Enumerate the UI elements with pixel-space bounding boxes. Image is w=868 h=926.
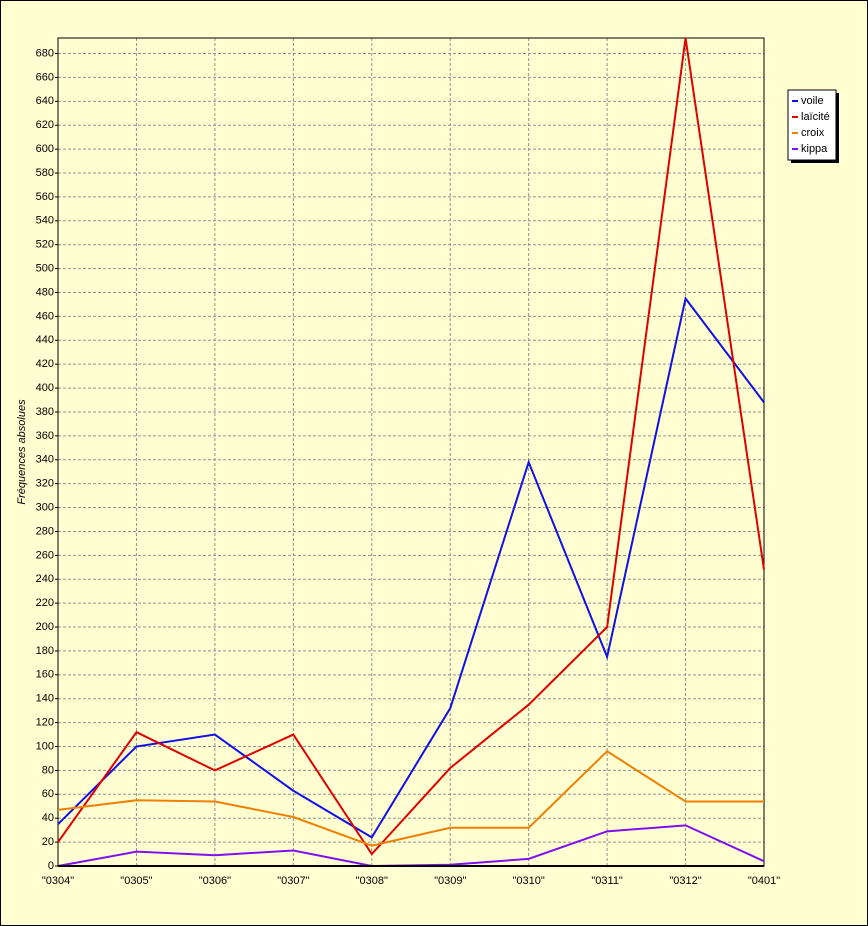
y-tick-label: 500 bbox=[36, 263, 54, 275]
y-tick-label: 660 bbox=[36, 71, 54, 83]
y-tick-label: 380 bbox=[36, 406, 54, 418]
y-tick-label: 480 bbox=[36, 286, 54, 298]
y-tick-label: 400 bbox=[36, 382, 54, 394]
x-tick-label: "0305" bbox=[120, 875, 152, 887]
x-tick-label: "0309" bbox=[434, 875, 466, 887]
y-tick-label: 0 bbox=[48, 860, 54, 872]
y-tick-label: 120 bbox=[36, 717, 54, 729]
y-tick-label: 680 bbox=[36, 47, 54, 59]
y-tick-label: 280 bbox=[36, 525, 54, 537]
y-tick-label: 220 bbox=[36, 597, 54, 609]
y-tick-label: 140 bbox=[36, 693, 54, 705]
x-tick-label: "0310" bbox=[513, 875, 545, 887]
y-tick-label: 40 bbox=[42, 812, 54, 824]
y-tick-label: 580 bbox=[36, 167, 54, 179]
y-tick-label: 420 bbox=[36, 358, 54, 370]
y-tick-label: 640 bbox=[36, 95, 54, 107]
x-tick-label: "0304" bbox=[42, 875, 74, 887]
x-tick-label: "0306" bbox=[199, 875, 231, 887]
y-tick-label: 460 bbox=[36, 310, 54, 322]
legend-label: laïcité bbox=[801, 111, 830, 123]
y-axis-label: Fréquences absolues bbox=[16, 399, 28, 505]
x-tick-label: "0307" bbox=[277, 875, 309, 887]
y-tick-label: 60 bbox=[42, 788, 54, 800]
y-tick-label: 200 bbox=[36, 621, 54, 633]
x-tick-label: "0308" bbox=[356, 875, 388, 887]
x-tick-label: "0311" bbox=[591, 875, 623, 887]
y-tick-label: 260 bbox=[36, 549, 54, 561]
series-line bbox=[57, 37, 765, 856]
y-tick-label: 360 bbox=[36, 430, 54, 442]
legend-label: croix bbox=[801, 127, 825, 139]
y-tick-label: 440 bbox=[36, 334, 54, 346]
y-tick-label: 100 bbox=[36, 740, 54, 752]
y-tick-label: 320 bbox=[36, 478, 54, 490]
y-tick-label: 600 bbox=[36, 143, 54, 155]
y-tick-label: 520 bbox=[36, 239, 54, 251]
series-line bbox=[57, 296, 765, 839]
y-tick-label: 340 bbox=[36, 454, 54, 466]
y-tick-label: 620 bbox=[36, 119, 54, 131]
y-tick-label: 180 bbox=[36, 645, 54, 657]
y-tick-label: 540 bbox=[36, 215, 54, 227]
legend-label: kippa bbox=[801, 143, 828, 155]
y-tick-label: 20 bbox=[42, 836, 54, 848]
y-tick-label: 160 bbox=[36, 669, 54, 681]
x-tick-label: "0312" bbox=[669, 875, 701, 887]
x-tick-label: "0401" bbox=[748, 875, 780, 887]
series-line bbox=[57, 750, 764, 847]
y-tick-label: 560 bbox=[36, 191, 54, 203]
y-tick-label: 80 bbox=[42, 764, 54, 776]
y-tick-label: 300 bbox=[36, 501, 54, 513]
legend-label: voile bbox=[801, 95, 824, 107]
y-tick-label: 240 bbox=[36, 573, 54, 585]
